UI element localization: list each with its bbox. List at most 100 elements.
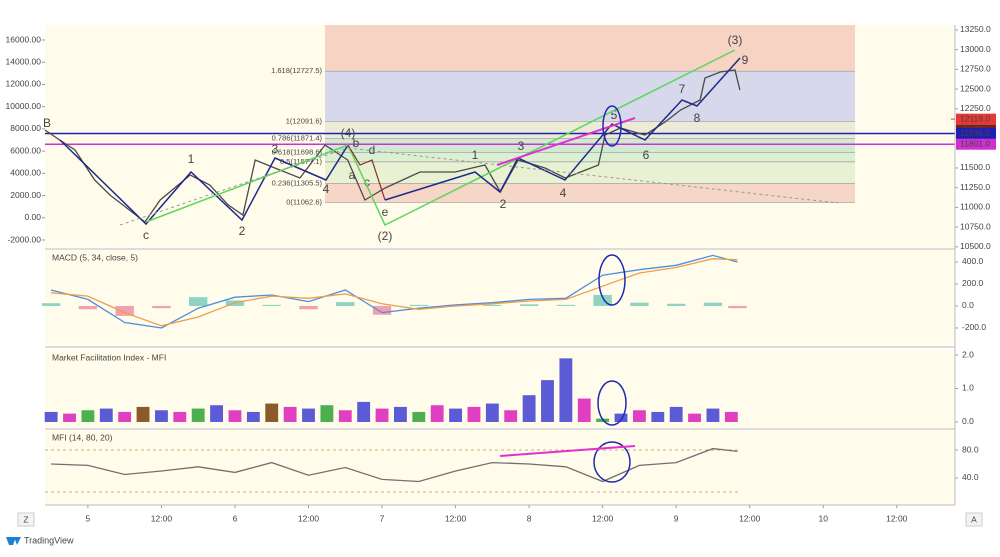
- fib-label: 1(12091.6): [286, 116, 323, 125]
- bar: [412, 411, 426, 422]
- fib-label: 0.236(11305.5): [272, 178, 323, 187]
- bar: [632, 410, 646, 422]
- toolbar-button[interactable]: [965, 512, 983, 527]
- fib-zone: [325, 121, 855, 139]
- histogram-bar: [336, 302, 355, 306]
- bar: [504, 410, 518, 422]
- wave-label: 8: [694, 111, 701, 125]
- y-tick-label: 80.0: [962, 444, 979, 454]
- x-tick-label: 12:00: [592, 513, 614, 523]
- fib-zone: [325, 183, 855, 203]
- y-tick-label: -200.0: [962, 322, 986, 332]
- wave-label: 3: [518, 139, 525, 153]
- bar: [191, 408, 205, 422]
- bar: [320, 405, 334, 422]
- x-tick-label: 9: [674, 513, 679, 523]
- histogram-bar: [115, 305, 134, 316]
- histogram-bar: [556, 304, 576, 306]
- fib-label: 0.786(11871.4): [272, 134, 323, 143]
- y-tick-label: 1.0: [962, 383, 974, 393]
- fib-zone: [325, 152, 855, 162]
- wave-label: B: [43, 116, 51, 130]
- mfi-osc-pane: [45, 430, 955, 505]
- wave-line: [59, 139, 349, 226]
- x-tick-label: 12:00: [445, 513, 467, 523]
- highlight: [598, 254, 626, 306]
- price-tag: [956, 138, 996, 150]
- y2-tick-label: 6000.00: [10, 145, 41, 155]
- y2-tick-label: 8000.00: [10, 123, 41, 133]
- wave-label: c: [364, 175, 370, 189]
- histogram-bar: [703, 302, 723, 306]
- wave-label: 1: [472, 148, 479, 162]
- wave-label: 7: [679, 82, 686, 96]
- bar: [338, 410, 352, 422]
- y-tick-label: 12500.0: [960, 83, 991, 93]
- x-tick-label: 12:00: [739, 513, 761, 523]
- x-tick-label: 5: [86, 513, 91, 523]
- y-tick-label: 200.0: [962, 278, 984, 288]
- wave-label: 2: [239, 224, 246, 238]
- wave-label: 1: [188, 152, 195, 166]
- logo: [6, 537, 21, 545]
- y-tick-label: 13000.0: [960, 44, 991, 54]
- brand: TradingView: [24, 535, 74, 545]
- y-tick-label: 13250.0: [960, 24, 991, 34]
- bar: [210, 405, 224, 422]
- y-tick-label: 12250.0: [960, 103, 991, 113]
- histogram-bar: [152, 305, 171, 309]
- wave-line: [384, 57, 741, 201]
- overlay: Z A TradingView: [6, 25, 983, 545]
- y-tick-label: 11000.0: [960, 202, 990, 212]
- wave-label: 6: [643, 148, 650, 162]
- bar: [246, 411, 260, 422]
- bar: [63, 413, 76, 422]
- wave-label: 5: [611, 108, 618, 122]
- bar: [265, 403, 279, 422]
- wave-label: a: [349, 168, 356, 182]
- bar: [228, 410, 242, 422]
- y-tick-label: 40.0: [962, 472, 979, 482]
- bar: [485, 403, 499, 422]
- bar: [136, 406, 150, 422]
- y-tick-label: 10750.0: [960, 221, 991, 231]
- wave-label: 3: [272, 142, 279, 156]
- bar: [393, 406, 407, 422]
- x-tick-label: 8: [527, 513, 532, 523]
- toolbar-button[interactable]: [17, 512, 35, 527]
- fib-label: 1.618(12727.5): [271, 66, 322, 75]
- y2-tick-label: 10000.00: [6, 101, 42, 111]
- wave-line: [347, 144, 386, 201]
- bar: [81, 410, 95, 422]
- bar: [688, 413, 701, 422]
- bar: [541, 380, 554, 422]
- fib-zone: [325, 71, 855, 122]
- pane-title: Market Facilitation Index - MFI: [52, 352, 166, 362]
- toolbar-label: A: [971, 514, 977, 524]
- bar: [283, 406, 297, 422]
- bar: [173, 411, 187, 422]
- histogram-bar: [483, 304, 502, 306]
- histogram-bar: [666, 303, 686, 306]
- bar: [614, 413, 628, 422]
- bar: [706, 408, 720, 422]
- bar: [724, 411, 738, 422]
- price-tag-label: 11936.5: [960, 128, 990, 138]
- trend-line: [499, 445, 636, 457]
- fib-label: 0.618(11698.6): [272, 147, 323, 156]
- dashed-line: [347, 147, 839, 204]
- y-tick-label: 400.0: [962, 256, 984, 266]
- x-tick-label: 6: [233, 513, 238, 523]
- y2-tick-label: 0.00: [24, 212, 41, 222]
- fib-label: 0(11062.6): [286, 197, 322, 206]
- y2-tick-label: 12000.00: [6, 79, 42, 89]
- bar: [522, 395, 536, 422]
- price-tag: [956, 128, 996, 140]
- bar: [99, 408, 113, 422]
- series-line: [51, 447, 738, 483]
- histogram-bar: [189, 297, 208, 306]
- histogram-bar: [519, 304, 539, 306]
- y-tick-label: 0.0: [962, 300, 974, 310]
- y-tick-label: 11250.0: [960, 182, 990, 192]
- price-tag-label: 11801.0: [960, 138, 990, 148]
